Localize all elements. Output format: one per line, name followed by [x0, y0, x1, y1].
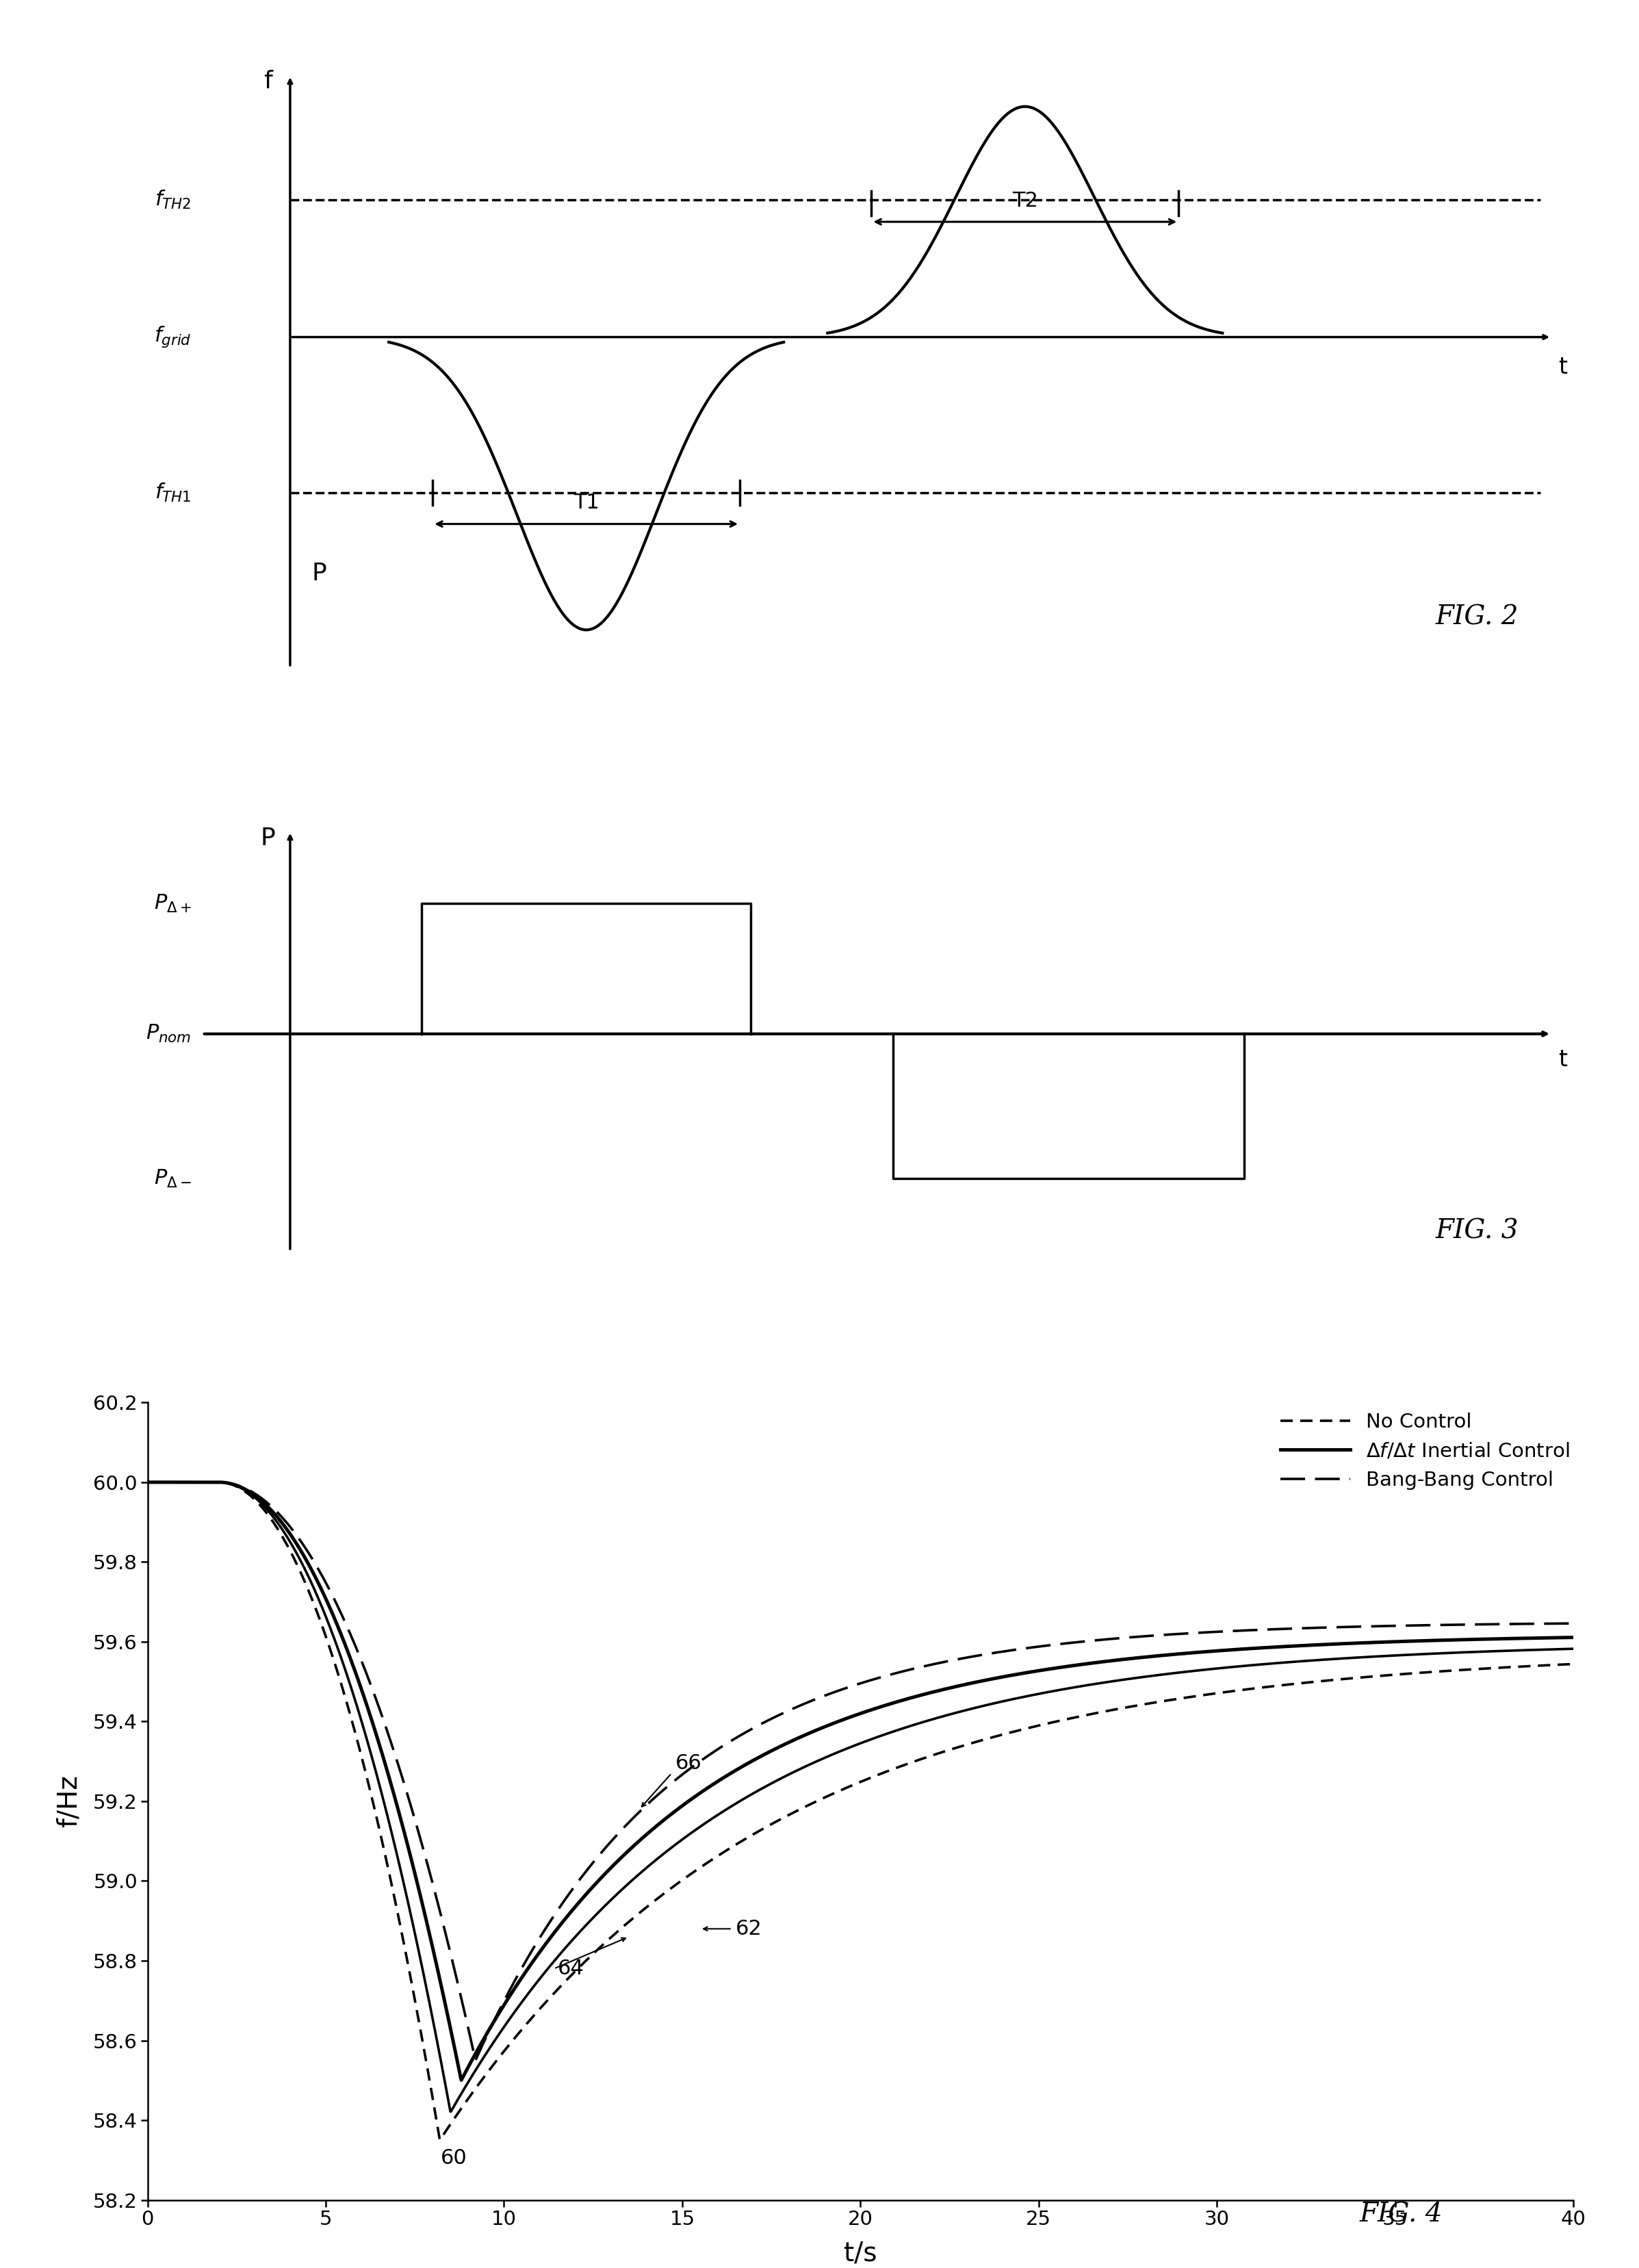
X-axis label: t/s: t/s — [844, 2241, 877, 2266]
Text: $f_{grid}$: $f_{grid}$ — [154, 324, 192, 349]
Text: 66: 66 — [675, 1753, 701, 1774]
Text: P: P — [261, 828, 275, 850]
Text: $f_{TH1}$: $f_{TH1}$ — [154, 481, 192, 503]
Y-axis label: f/Hz: f/Hz — [56, 1776, 82, 1828]
Text: 62: 62 — [736, 1919, 762, 1939]
Text: t: t — [1559, 1048, 1567, 1070]
Text: FIG. 3: FIG. 3 — [1436, 1218, 1519, 1243]
Text: T1: T1 — [574, 492, 600, 513]
Text: f: f — [264, 70, 272, 93]
Text: t: t — [1559, 356, 1567, 379]
Text: $f_{TH2}$: $f_{TH2}$ — [156, 188, 192, 211]
Text: P: P — [311, 562, 326, 585]
Text: $P_{\Delta+}$: $P_{\Delta+}$ — [154, 894, 192, 914]
Text: 64: 64 — [557, 1960, 583, 1978]
Legend: No Control, $\Delta f/\Delta t$ Inertial Control, Bang-Bang Control: No Control, $\Delta f/\Delta t$ Inertial… — [1272, 1404, 1578, 1497]
Text: FIG. 4: FIG. 4 — [1359, 2202, 1442, 2227]
Text: 60: 60 — [441, 2148, 467, 2168]
Text: FIG. 2: FIG. 2 — [1436, 606, 1519, 631]
Text: $P_{nom}$: $P_{nom}$ — [146, 1023, 192, 1046]
Text: T2: T2 — [1011, 191, 1037, 211]
Text: $P_{\Delta-}$: $P_{\Delta-}$ — [154, 1168, 192, 1188]
